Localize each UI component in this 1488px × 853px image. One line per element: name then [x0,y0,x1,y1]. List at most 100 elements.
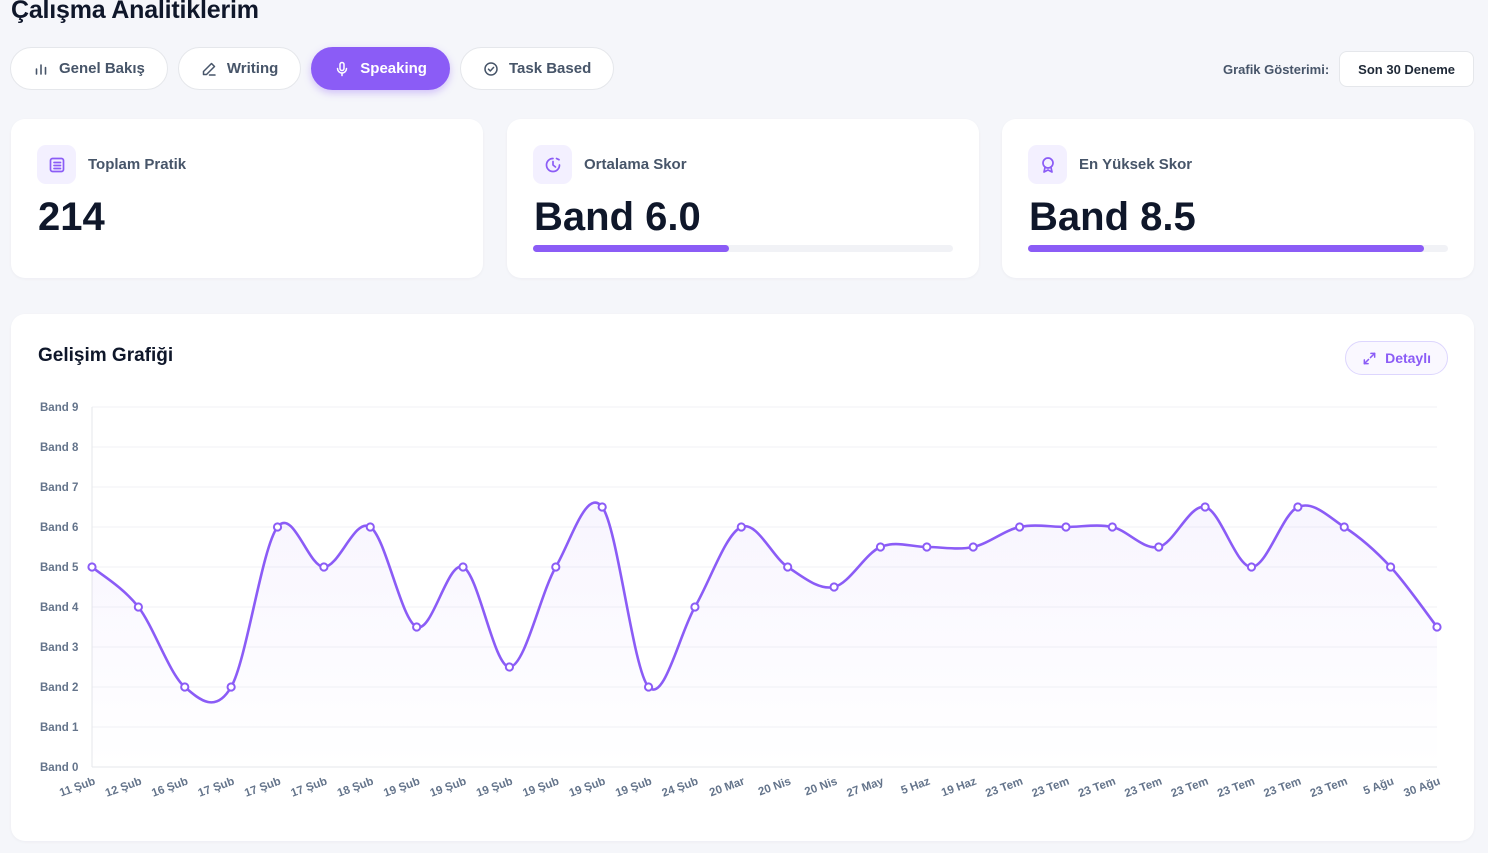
data-point [1154,542,1164,552]
x-tick-label: 20 Nis [803,776,839,799]
data-point [551,562,561,572]
progress-chart-card: Band 0 Band 1 Band 2 Band 3 Band 4 Band 5 Band… [11,314,1474,841]
x-tick-label: 17 Şub [289,776,329,800]
data-point [226,682,236,692]
detail-button[interactable]: Detaylı [1345,341,1448,375]
stat-label: En Yüksek Skor [1079,156,1193,173]
microphone-icon [337,61,348,76]
x-tick-label: 23 Tem [1030,776,1071,801]
y-tick-label: Band 2 [40,682,78,694]
award-icon [1028,145,1067,184]
data-point [875,542,886,552]
x-tick-label: 30 Ağu [1402,776,1442,800]
data-point [458,562,468,572]
data-point [133,602,143,612]
tab-writing[interactable]: Writing [177,47,302,90]
data-point [829,582,839,592]
y-tick-label: Band 8 [40,442,79,454]
x-tick-label: 12 Şub [104,776,144,800]
chart-title: Gelişim Grafiği [38,345,174,366]
data-point [736,522,746,532]
y-tick-label: Band 3 [40,642,78,654]
tab-writing-label: Writing [226,60,279,77]
data-point [783,562,793,572]
x-tick-label: 17 Şub [197,776,237,800]
pencil-icon [202,62,216,76]
tab-speaking[interactable]: Speaking [311,47,450,90]
data-point [968,542,978,552]
chart-view-selector: Grafik Gösterimi: Son 30 Deneme [1223,51,1474,87]
chart-view-dropdown[interactable]: Son 30 Deneme [1339,51,1474,87]
y-tick-label: Band 6 [40,522,78,534]
stat-value: Band 6.0 [534,195,701,239]
bar-chart-icon [35,63,47,75]
stat-card-highest-score: En Yüksek Skor Band 8.5 [1002,119,1474,278]
data-point [365,522,375,532]
data-point [1014,522,1025,532]
data-point [1293,502,1303,512]
highest-score-progress-fill [1028,245,1425,252]
data-point [1386,562,1396,572]
data-point [597,502,607,512]
stat-label: Ortalama Skor [584,156,687,173]
data-point [1200,502,1210,512]
highest-score-progress [1028,245,1448,252]
x-tick-label: 11 Şub [58,776,97,800]
x-tick-label: 23 Tem [1216,776,1257,801]
data-point [1107,522,1117,532]
progress-line-chart: Band 0 Band 1 Band 2 Band 3 Band 4 Band 5 Band… [40,402,1442,801]
data-point [272,522,283,532]
data-point [87,562,97,572]
y-tick-label: Band 1 [40,722,79,734]
stat-card-average-score: Ortalama Skor Band 6.0 [507,119,979,278]
x-tick-label: 27 May [845,775,886,800]
x-tick-label: 5 Ağu [1362,776,1396,798]
data-point [180,682,190,692]
x-tick-label: 19 Haz [940,775,979,799]
data-point [643,682,654,692]
y-tick-label: Band 9 [40,402,78,414]
x-tick-label: 23 Tem [984,776,1025,801]
data-point [1432,622,1442,632]
y-tick-label: Band 5 [40,562,79,574]
average-score-progress-fill [533,245,729,252]
clock-icon [533,145,572,184]
x-tick-label: 19 Şub [382,776,422,800]
stat-label: Toplam Pratik [88,156,187,173]
expand-icon [1363,352,1376,364]
x-tick-label: 5 Haz [900,775,933,797]
x-tick-label: 20 Mar [708,775,747,799]
chart-view-label: Grafik Gösterimi: [1222,61,1330,77]
x-tick-label: 23 Tem [1170,776,1211,801]
data-point [690,602,700,612]
x-tick-label: 24 Şub [660,776,700,800]
data-point [504,662,515,672]
analytics-tabs: Genel Bakış Writing Speaking Task Based [10,47,615,90]
y-tick-label: Band 4 [40,602,79,614]
x-tick-label: 23 Tem [1309,776,1350,801]
check-circle-icon [484,61,498,76]
x-tick-label: 20 Nis [757,776,793,799]
y-tick-label: Band 7 [40,482,78,494]
data-point [1246,562,1257,572]
tab-task-based[interactable]: Task Based [459,47,615,90]
x-tick-label: 16 Şub [150,776,190,800]
x-tick-label: 23 Tem [1077,776,1118,801]
page-title: Çalışma Analitiklerim [11,0,259,24]
tab-overview[interactable]: Genel Bakış [10,47,168,90]
detail-button-label: Detaylı [1385,350,1431,366]
x-tick-label: 19 Şub [521,776,561,800]
x-tick-label: 23 Tem [1262,776,1303,801]
tab-speaking-label: Speaking [360,60,427,77]
average-score-progress [533,245,953,252]
x-tick-label: 19 Şub [568,776,608,800]
x-tick-label: 23 Tem [1123,776,1164,801]
stat-value: Band 8.5 [1029,195,1196,239]
list-icon [37,145,76,184]
stat-value: 214 [38,195,105,239]
y-tick-label: Band 0 [40,762,78,774]
data-point [1339,522,1349,532]
data-point [412,622,422,632]
x-tick-label: 19 Şub [475,776,515,800]
data-point [922,542,932,552]
